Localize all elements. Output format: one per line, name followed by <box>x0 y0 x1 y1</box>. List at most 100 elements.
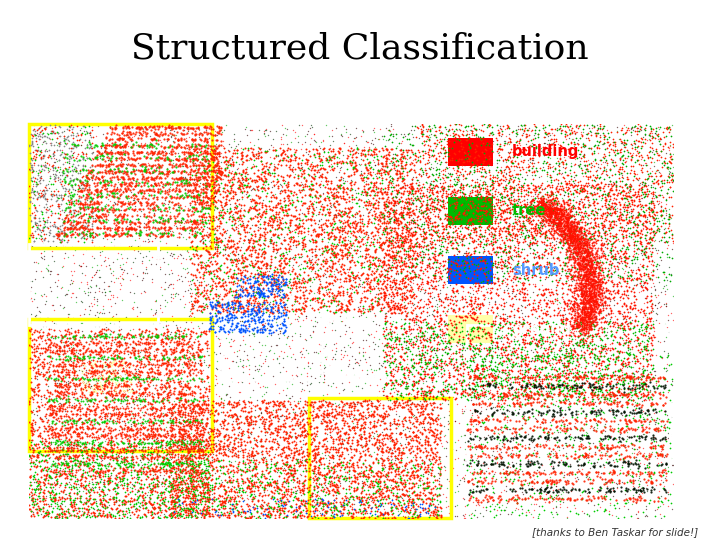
Point <box>322 184 333 193</box>
Point <box>256 272 268 280</box>
Point <box>207 221 218 230</box>
Point <box>132 467 143 475</box>
Point <box>57 407 68 415</box>
Point <box>402 384 413 393</box>
Point <box>411 393 423 401</box>
Point <box>181 246 192 255</box>
Point <box>597 357 608 366</box>
Point <box>173 124 184 133</box>
Point <box>577 318 589 326</box>
Point <box>188 361 199 369</box>
Point <box>506 289 518 298</box>
Point <box>474 308 485 317</box>
Point <box>143 387 154 396</box>
Point <box>420 319 432 328</box>
Point <box>471 274 482 282</box>
Point <box>407 133 418 141</box>
Point <box>193 458 204 467</box>
Point <box>430 414 441 422</box>
Point <box>68 354 79 363</box>
Point <box>30 289 41 298</box>
Point <box>360 498 372 507</box>
Point <box>598 372 609 381</box>
Point <box>542 428 554 437</box>
Point <box>147 439 158 448</box>
Point <box>564 344 576 353</box>
Point <box>586 388 598 396</box>
Point <box>423 214 434 222</box>
Point <box>555 207 567 216</box>
Point <box>194 219 206 227</box>
Point <box>163 461 174 469</box>
Point <box>137 418 148 427</box>
Point <box>575 299 586 307</box>
Point <box>134 490 145 499</box>
Point <box>119 200 130 208</box>
Point <box>179 496 190 505</box>
Point <box>153 450 165 459</box>
Point <box>189 365 201 374</box>
Point <box>92 418 104 427</box>
Point <box>210 399 222 408</box>
Point <box>629 327 641 336</box>
Point <box>58 363 69 372</box>
Point <box>474 230 486 238</box>
Point <box>47 190 58 198</box>
Point <box>297 487 309 495</box>
Point <box>316 283 328 292</box>
Point <box>140 186 151 194</box>
Point <box>425 458 436 467</box>
Point <box>348 146 359 154</box>
Point <box>587 345 598 354</box>
Point <box>127 453 139 461</box>
Point <box>580 339 592 347</box>
Point <box>76 374 87 382</box>
Point <box>181 451 193 460</box>
Point <box>104 186 115 195</box>
Point <box>347 495 359 504</box>
Point <box>309 251 320 259</box>
Point <box>41 346 53 354</box>
Point <box>547 224 559 232</box>
Point <box>210 372 222 381</box>
Point <box>585 235 596 244</box>
Point <box>109 200 121 208</box>
Point <box>259 357 271 366</box>
Point <box>124 215 135 224</box>
Point <box>184 232 195 241</box>
Point <box>184 471 196 480</box>
Point <box>190 329 202 338</box>
Point <box>392 176 403 184</box>
Point <box>235 187 246 195</box>
Point <box>186 472 197 481</box>
Point <box>354 312 365 321</box>
Point <box>233 249 244 258</box>
Point <box>424 399 436 407</box>
Point <box>390 355 401 363</box>
Point <box>130 154 142 163</box>
Point <box>525 338 536 346</box>
Point <box>550 497 562 505</box>
Point <box>322 208 333 217</box>
Point <box>82 417 94 426</box>
Point <box>396 448 408 457</box>
Point <box>411 444 423 453</box>
Point <box>206 301 217 310</box>
Point <box>109 199 120 207</box>
Point <box>35 173 46 182</box>
Point <box>606 475 617 484</box>
Point <box>107 390 119 399</box>
Point <box>114 262 125 271</box>
Point <box>138 360 150 369</box>
Point <box>628 372 639 381</box>
Point <box>252 186 264 194</box>
Point <box>458 131 469 140</box>
Point <box>636 151 647 160</box>
Point <box>65 231 76 239</box>
Point <box>364 428 375 437</box>
Point <box>536 253 548 261</box>
Point <box>149 339 161 348</box>
Point <box>576 287 588 296</box>
Point <box>185 238 197 247</box>
Point <box>318 502 329 510</box>
